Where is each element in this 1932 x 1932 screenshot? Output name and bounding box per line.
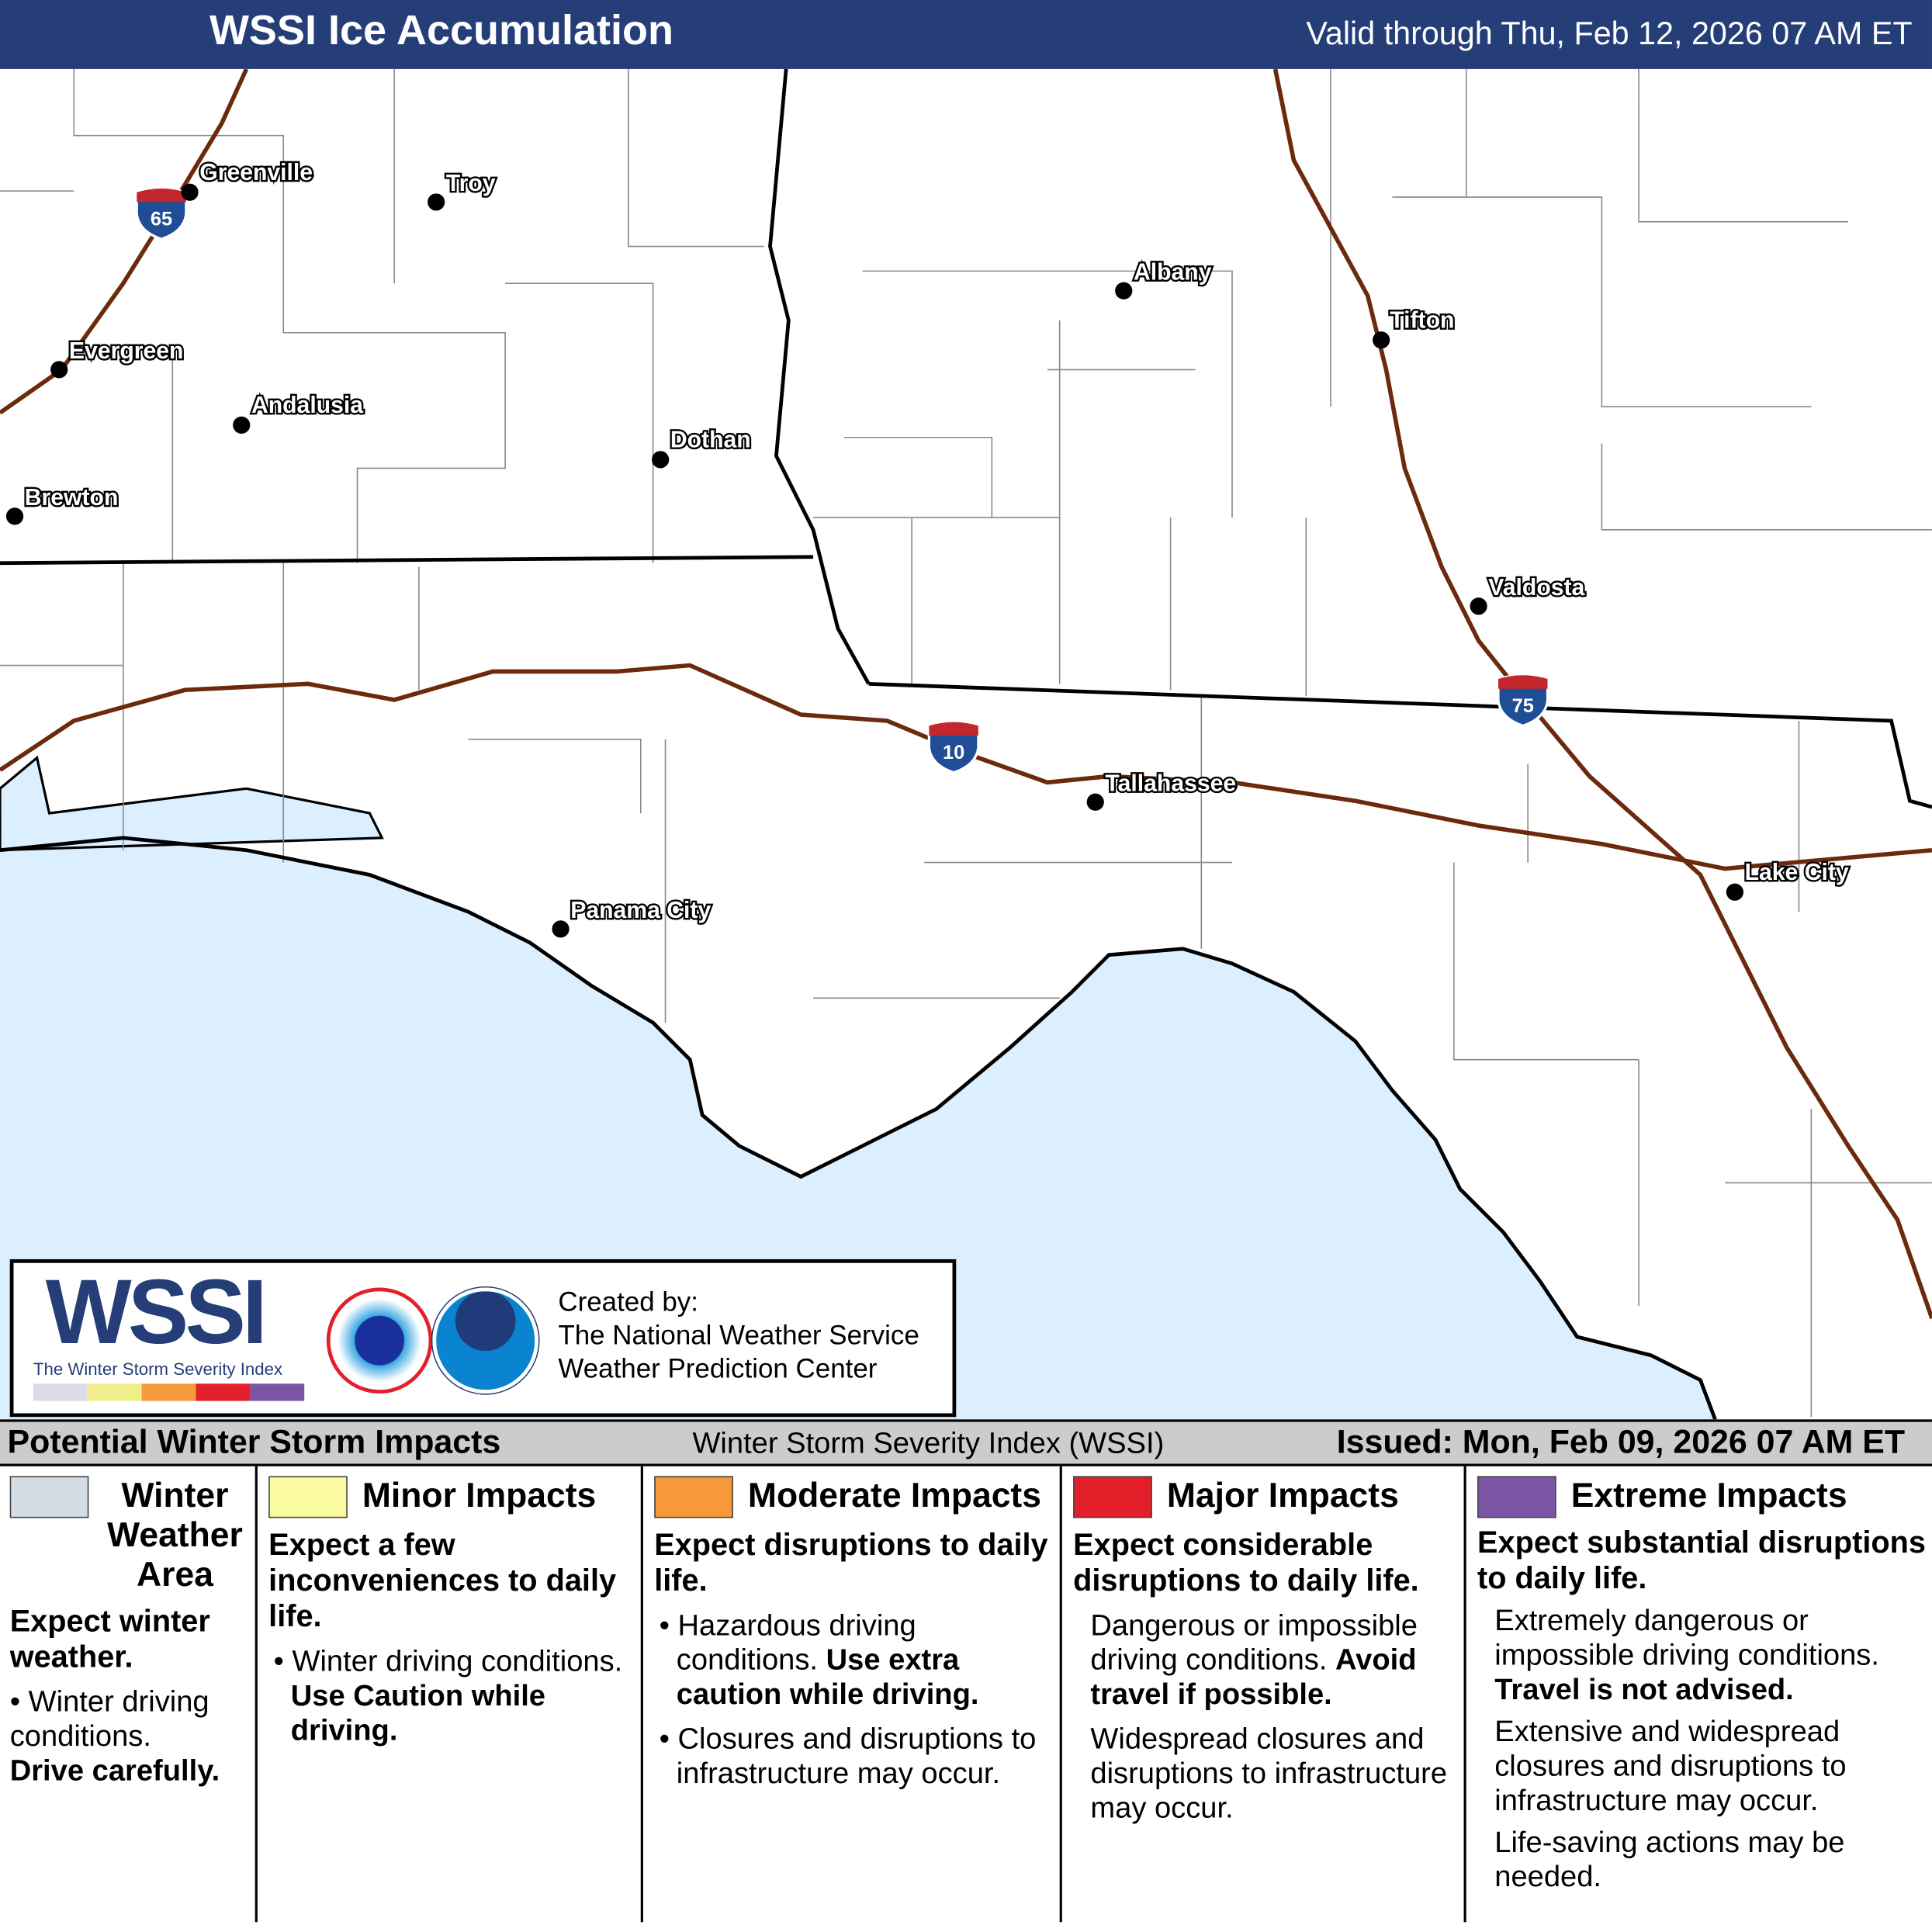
ga-fl-border [868,681,1932,809]
interstate-65-shield-icon: 65 [135,187,188,241]
city-dot-icon [181,183,199,201]
interstate-10 [0,663,1932,871]
color-swatch [1477,1476,1556,1518]
color-swatch [1073,1476,1152,1518]
city-dot-icon [428,193,445,211]
category-summary: Expect winter weather. [9,1604,210,1675]
category-name: Extreme Impacts [1570,1476,1847,1515]
city-label: Valdosta [1488,575,1584,601]
category-detail: Dangerous or impossible driving conditio… [1090,1608,1418,1712]
legend-minor: Minor Impacts Expect a few inconvenience… [258,1469,640,1930]
category-detail-2: Widespread closures and disruptions to i… [1090,1723,1448,1825]
issued-time: Issued: Mon, Feb 09, 2026 07 AM ET [1336,1423,1906,1460]
city-label: Andalusia [251,393,363,418]
city-label: Tallahassee [1105,770,1236,796]
legend-major: Major Impacts Expect considerable disrup… [1063,1469,1463,1930]
city-label: Albany [1134,259,1212,285]
city-evergreen: Evergreen [50,337,185,379]
city-valdosta: Valdosta [1470,573,1587,615]
city-dot-icon [50,361,68,379]
city-label: Greenville [199,160,313,185]
logo-box: WSSI The Winter Storm Severity Index Cre… [9,1259,957,1418]
city-andalusia: Andalusia [233,391,365,434]
color-swatch [268,1476,348,1518]
al-ga-border [768,68,871,685]
coastline [0,836,1717,1420]
city-troy: Troy [428,169,497,211]
category-detail: Extremely dangerous or impossible drivin… [1494,1604,1879,1707]
city-label: Lake City [1745,860,1849,885]
city-label: Brewton [25,485,119,511]
interstate-number: 10 [943,742,964,763]
header: WSSI Ice Accumulation Valid through Thu,… [0,0,1932,69]
legend-index: Winter Storm Severity Index (WSSI) [692,1426,1165,1460]
category-detail: • Winter driving conditions. Drive carefu… [9,1685,220,1788]
divider [1059,1466,1062,1923]
wssi-logo: WSSI [45,1260,268,1363]
color-swatch [654,1476,733,1518]
city-greenville: Greenville [181,158,314,201]
city-label: Troy [446,171,496,196]
category-summary: Expect a few inconveniences to daily lif… [268,1528,617,1634]
map-title: WSSI Ice Accumulation [209,7,673,54]
city-lake-city: Lake City [1726,857,1851,901]
interstate-75-shield-icon: 75 [1497,673,1549,728]
city-brewton: Brewton [5,483,120,525]
city-panama-city: Panama City [552,896,713,938]
city-dot-icon [1470,597,1487,615]
city-dot-icon [1373,331,1390,349]
noaa-seal-icon [432,1287,538,1394]
divider [640,1466,643,1923]
org-wpc: Weather Prediction Center [558,1352,878,1384]
city-dot-icon [1115,282,1133,299]
severity-scale-bar [33,1383,305,1401]
category-summary: Expect considerable disruptions to daily… [1073,1528,1419,1598]
org-nws: The National Weather Service [558,1319,919,1351]
map: 65 10 75 Greenville Troy Albany Tifton Evergre… [0,68,1932,1420]
category-summary: Expect substantial disruptions to daily … [1477,1525,1926,1596]
created-by: Created by: [558,1286,698,1317]
legend-header: Potential Winter Storm Impacts Winter St… [0,1419,1932,1466]
category-detail: • Winter driving conditions. Use Caution… [273,1644,623,1747]
color-swatch [9,1476,89,1518]
city-label: Panama City [570,898,711,923]
city-dot-icon [1726,883,1744,901]
mobile-bay [0,755,384,852]
city-albany: Albany [1115,258,1214,299]
city-dot-icon [552,920,570,938]
interstate-10-shield-icon: 10 [927,721,980,774]
legend-winter-weather: Winter Weather Area Expect winter weathe… [0,1469,255,1930]
nws-seal-icon [326,1287,433,1394]
category-detail: • Hazardous driving conditions. Use extr… [659,1608,979,1712]
category-name: Winter Weather Area [107,1476,243,1594]
legend-extreme: Extreme Impacts Expect substantial disru… [1467,1469,1932,1930]
interstate-number: 65 [151,209,172,230]
category-detail-3: Life-saving actions may be needed. [1494,1826,1845,1894]
legend-title: Potential Winter Storm Impacts [7,1423,501,1460]
category-summary: Expect disruptions to daily life. [654,1528,1048,1598]
category-name: Major Impacts [1166,1476,1399,1515]
city-dot-icon [5,507,24,525]
category-name: Minor Impacts [362,1476,597,1515]
divider [1463,1466,1466,1923]
city-tifton: Tifton [1373,306,1456,349]
al-fl-border [0,555,814,566]
interstate-number: 75 [1512,695,1534,717]
city-dothan: Dothan [652,425,753,469]
wssi-subtitle: The Winter Storm Severity Index [33,1359,283,1379]
category-name: Moderate Impacts [747,1476,1041,1515]
legend-moderate: Moderate Impacts Expect disruptions to d… [645,1469,1060,1930]
city-label: Evergreen [69,338,184,364]
city-label: Dothan [670,427,751,452]
city-tallahassee: Tallahassee [1086,769,1238,811]
category-detail-2: • Closures and disruptions to infrastruc… [659,1723,1037,1791]
credits: Created by: The National Weather Service… [558,1285,919,1385]
valid-time: Valid through Thu, Feb 12, 2026 07 AM ET [1306,15,1913,52]
category-detail-2: Extensive and widespread closures and di… [1494,1715,1847,1818]
city-dot-icon [652,451,670,469]
city-label: Tifton [1390,307,1454,333]
city-dot-icon [1086,793,1104,811]
divider [254,1466,258,1923]
city-dot-icon [233,416,251,434]
